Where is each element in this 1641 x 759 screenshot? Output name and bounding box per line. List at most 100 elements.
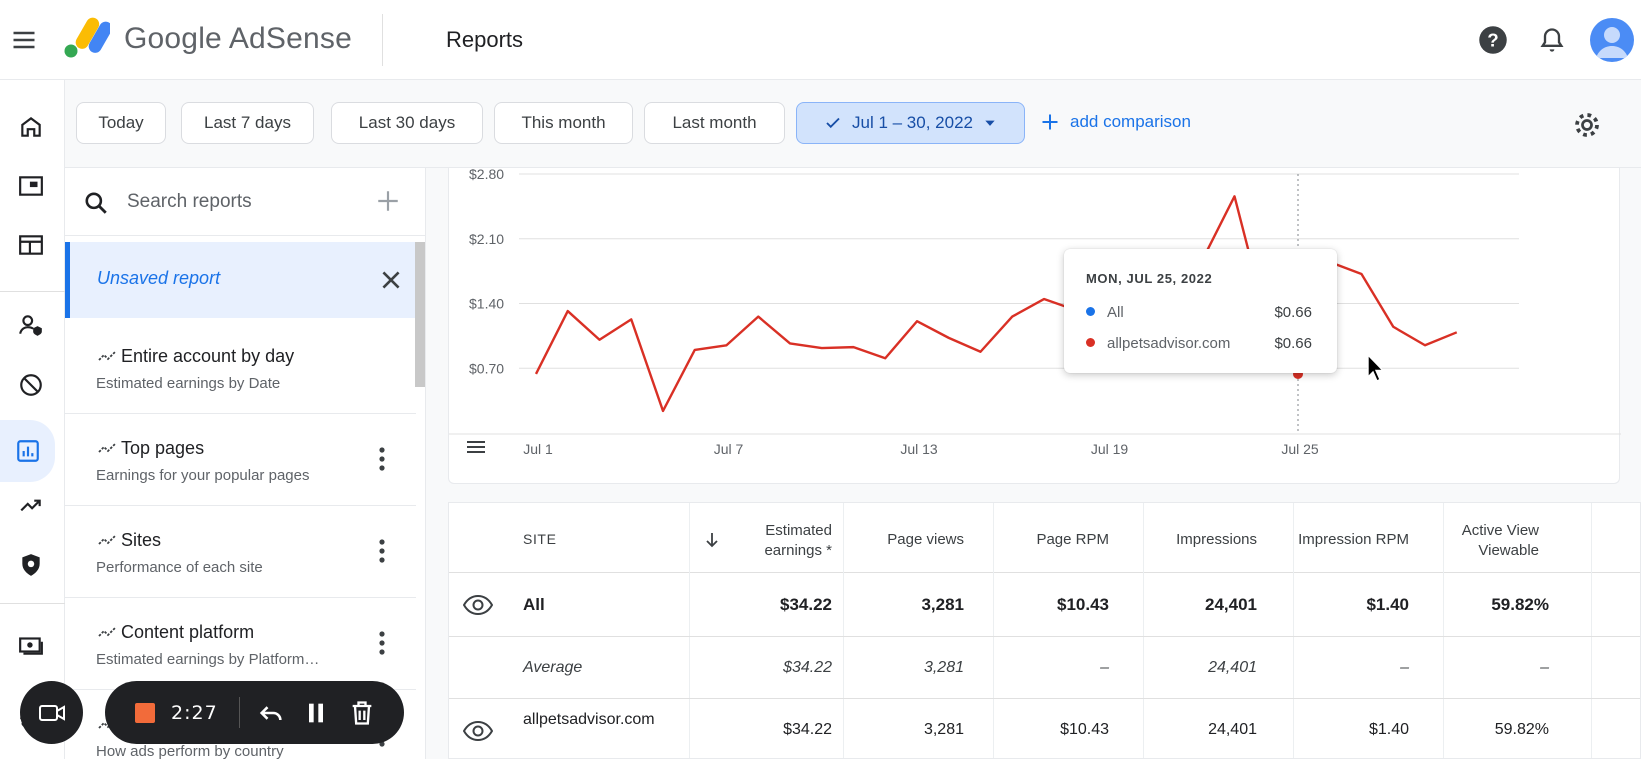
user-policy-icon [19, 315, 42, 336]
table-row: Average $34.22 3,281 – 24,401 – – [449, 637, 1640, 699]
adsense-logo[interactable] [64, 16, 110, 58]
eye-icon[interactable] [463, 721, 493, 741]
stop-recording-button[interactable] [135, 703, 155, 723]
rail-home[interactable] [6, 102, 56, 152]
report-item-top-pages[interactable]: Top pages Earnings for your popular page… [65, 410, 416, 506]
date-range-selector[interactable]: Jul 1 – 30, 2022 [796, 102, 1025, 144]
new-report-plus-icon[interactable] [375, 188, 401, 214]
chip-last-7-days[interactable]: Last 7 days [181, 102, 314, 144]
column-divider [1143, 503, 1144, 758]
report-item-entire-account[interactable]: Entire account by day Estimated earnings… [65, 318, 416, 414]
column-header-site[interactable]: SITE [523, 531, 557, 547]
tooltip-label: allpetsadvisor.com [1107, 335, 1231, 352]
x-tick-label: Jul 25 [1281, 441, 1319, 457]
sort-arrow-icon[interactable] [704, 531, 720, 549]
plus-icon [1042, 114, 1058, 130]
column-header-earnings[interactable]: Estimated earnings * [764, 522, 832, 559]
tooltip-date: MON, JUL 25, 2022 [1086, 271, 1213, 286]
line-chart[interactable]: $2.80 $2.10 $1.40 $0.70 Jul 1 Jul 7 Jul 13 Jul … [449, 168, 1621, 484]
cell-page-views: 3,281 [921, 595, 964, 614]
cell-site[interactable]: allpetsadvisor.com [523, 711, 655, 728]
sparkline-icon [98, 534, 117, 545]
rail-privacy[interactable] [6, 540, 56, 590]
divider [0, 603, 65, 604]
rail-optimization[interactable] [6, 480, 56, 530]
tooltip-label: All [1107, 304, 1124, 321]
rail-payments[interactable] [6, 620, 56, 670]
top-bar: Google AdSense Reports ? [0, 0, 1641, 80]
table-header [449, 503, 1640, 573]
optimization-icon [20, 499, 41, 512]
sparkline-icon [98, 442, 117, 453]
report-subtitle: How ads perform by country [96, 743, 284, 759]
cell-active-view: – [1540, 659, 1549, 676]
divider [382, 14, 383, 66]
hamburger-icon[interactable] [10, 26, 38, 54]
cell-active-view: 59.82% [1494, 721, 1549, 738]
report-title: Sites [121, 530, 162, 550]
report-subtitle: Estimated earnings by Platform… [96, 651, 320, 668]
check-icon [826, 117, 840, 129]
tooltip-value: $0.66 [1274, 304, 1312, 321]
search-icon [85, 192, 107, 214]
more-options-icon[interactable] [378, 538, 386, 564]
eye-icon[interactable] [463, 595, 493, 615]
search-input[interactable] [127, 184, 347, 220]
x-tick-label: Jul 7 [714, 441, 744, 457]
screen-recorder-bar: 2:27 [105, 681, 404, 744]
gear-icon[interactable] [1572, 110, 1602, 140]
column-header-impression-rpm[interactable]: Impression RPM [1298, 531, 1409, 548]
report-subtitle: Estimated earnings by Date [96, 375, 281, 392]
rail-ads[interactable] [6, 161, 56, 211]
scrollbar[interactable] [415, 242, 425, 387]
more-options-icon[interactable] [378, 446, 386, 472]
close-icon[interactable] [378, 267, 404, 293]
rail-users[interactable] [6, 300, 56, 350]
rail-reports[interactable] [0, 420, 55, 482]
table-row[interactable]: All $34.22 3,281 $10.43 24,401 $1.40 59.… [449, 573, 1640, 637]
column-header-page-rpm[interactable]: Page RPM [1036, 531, 1109, 548]
report-table: SITE Estimated earnings * Page views Pag… [448, 502, 1641, 759]
sparkline-icon [98, 626, 117, 637]
report-list-panel: Unsaved report Entire account by day Est… [65, 168, 426, 759]
trash-icon[interactable] [348, 699, 376, 727]
cell-impression-rpm: $1.40 [1368, 721, 1409, 738]
column-divider [1443, 503, 1444, 758]
unsaved-report-item[interactable]: Unsaved report [65, 242, 416, 318]
add-comparison-button[interactable]: add comparison [1040, 112, 1191, 132]
cell-impressions: 24,401 [1208, 721, 1257, 738]
block-icon [20, 374, 42, 396]
rail-blocking[interactable] [6, 360, 56, 410]
help-icon[interactable]: ? [1478, 25, 1508, 55]
date-range-label: Jul 1 – 30, 2022 [852, 113, 973, 132]
rail-sites[interactable] [6, 220, 56, 270]
y-tick-label: $1.40 [469, 296, 504, 312]
cell-impression-rpm: – [1400, 659, 1409, 676]
column-header-impressions[interactable]: Impressions [1176, 531, 1257, 548]
bell-icon[interactable] [1538, 25, 1566, 55]
pause-icon[interactable] [302, 699, 330, 727]
undo-icon[interactable] [257, 699, 285, 727]
avatar[interactable] [1590, 18, 1634, 62]
more-options-icon[interactable] [378, 630, 386, 656]
y-tick-label: $0.70 [469, 360, 504, 376]
mouse-cursor-icon [1367, 353, 1385, 382]
cell-page-rpm: $10.43 [1060, 721, 1109, 738]
camera-button[interactable] [20, 681, 83, 744]
chip-last-30-days[interactable]: Last 30 days [331, 102, 483, 144]
chip-last-month[interactable]: Last month [644, 102, 785, 144]
x-tick-label: Jul 13 [900, 441, 938, 457]
dropdown-arrow-icon [985, 120, 995, 126]
cell-page-views: 3,281 [923, 721, 964, 738]
column-header-active-view[interactable]: Active View Viewable [1461, 522, 1539, 559]
unsaved-report-label: Unsaved report [97, 268, 221, 288]
report-item-sites[interactable]: Sites Performance of each site [65, 502, 416, 598]
column-header-page-views[interactable]: Page views [887, 531, 964, 548]
report-title: Top pages [121, 438, 205, 458]
table-row[interactable]: allpetsadvisor.com $34.22 3,281 $10.43 2… [449, 699, 1640, 758]
chip-this-month[interactable]: This month [494, 102, 633, 144]
nav-rail [0, 80, 65, 759]
report-item-content-platform[interactable]: Content platform Estimated earnings by P… [65, 594, 416, 690]
chip-today[interactable]: Today [76, 102, 166, 144]
legend-toggle-icon[interactable] [467, 441, 485, 453]
